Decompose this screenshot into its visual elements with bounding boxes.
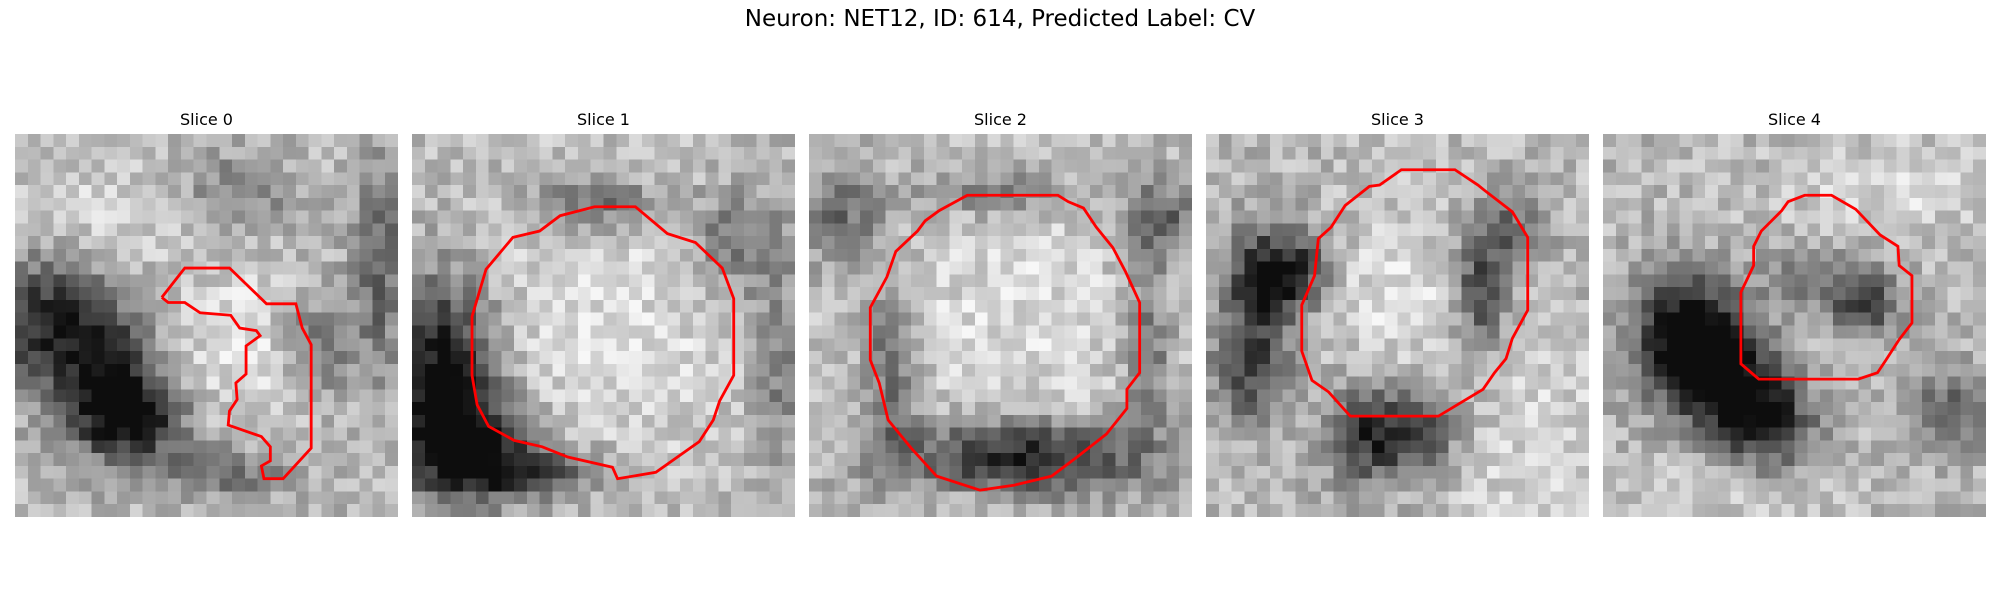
slice-image-3 (1206, 134, 1589, 517)
slice-image-4 (1603, 134, 1986, 517)
grayscale-pixels (809, 134, 1192, 517)
slice-image-0 (15, 134, 398, 517)
slice-panel-3: Slice 3 (1206, 108, 1589, 517)
slice-panel-2: Slice 2 (809, 108, 1192, 517)
grayscale-pixels (412, 134, 795, 517)
slice-title-4: Slice 4 (1603, 108, 1986, 134)
figure-title: Neuron: NET12, ID: 614, Predicted Label:… (0, 6, 2000, 32)
slice-panel-4: Slice 4 (1603, 108, 1986, 517)
slice-title-1: Slice 1 (412, 108, 795, 134)
slice-title-3: Slice 3 (1206, 108, 1589, 134)
slice-panel-1: Slice 1 (412, 108, 795, 517)
slice-image-2 (809, 134, 1192, 517)
slice-panel-0: Slice 0 (15, 108, 398, 517)
grayscale-pixels (1206, 134, 1589, 517)
grayscale-pixels (1603, 134, 1986, 517)
slice-image-1 (412, 134, 795, 517)
grayscale-pixels (15, 134, 398, 517)
slice-title-2: Slice 2 (809, 108, 1192, 134)
slice-title-0: Slice 0 (15, 108, 398, 134)
